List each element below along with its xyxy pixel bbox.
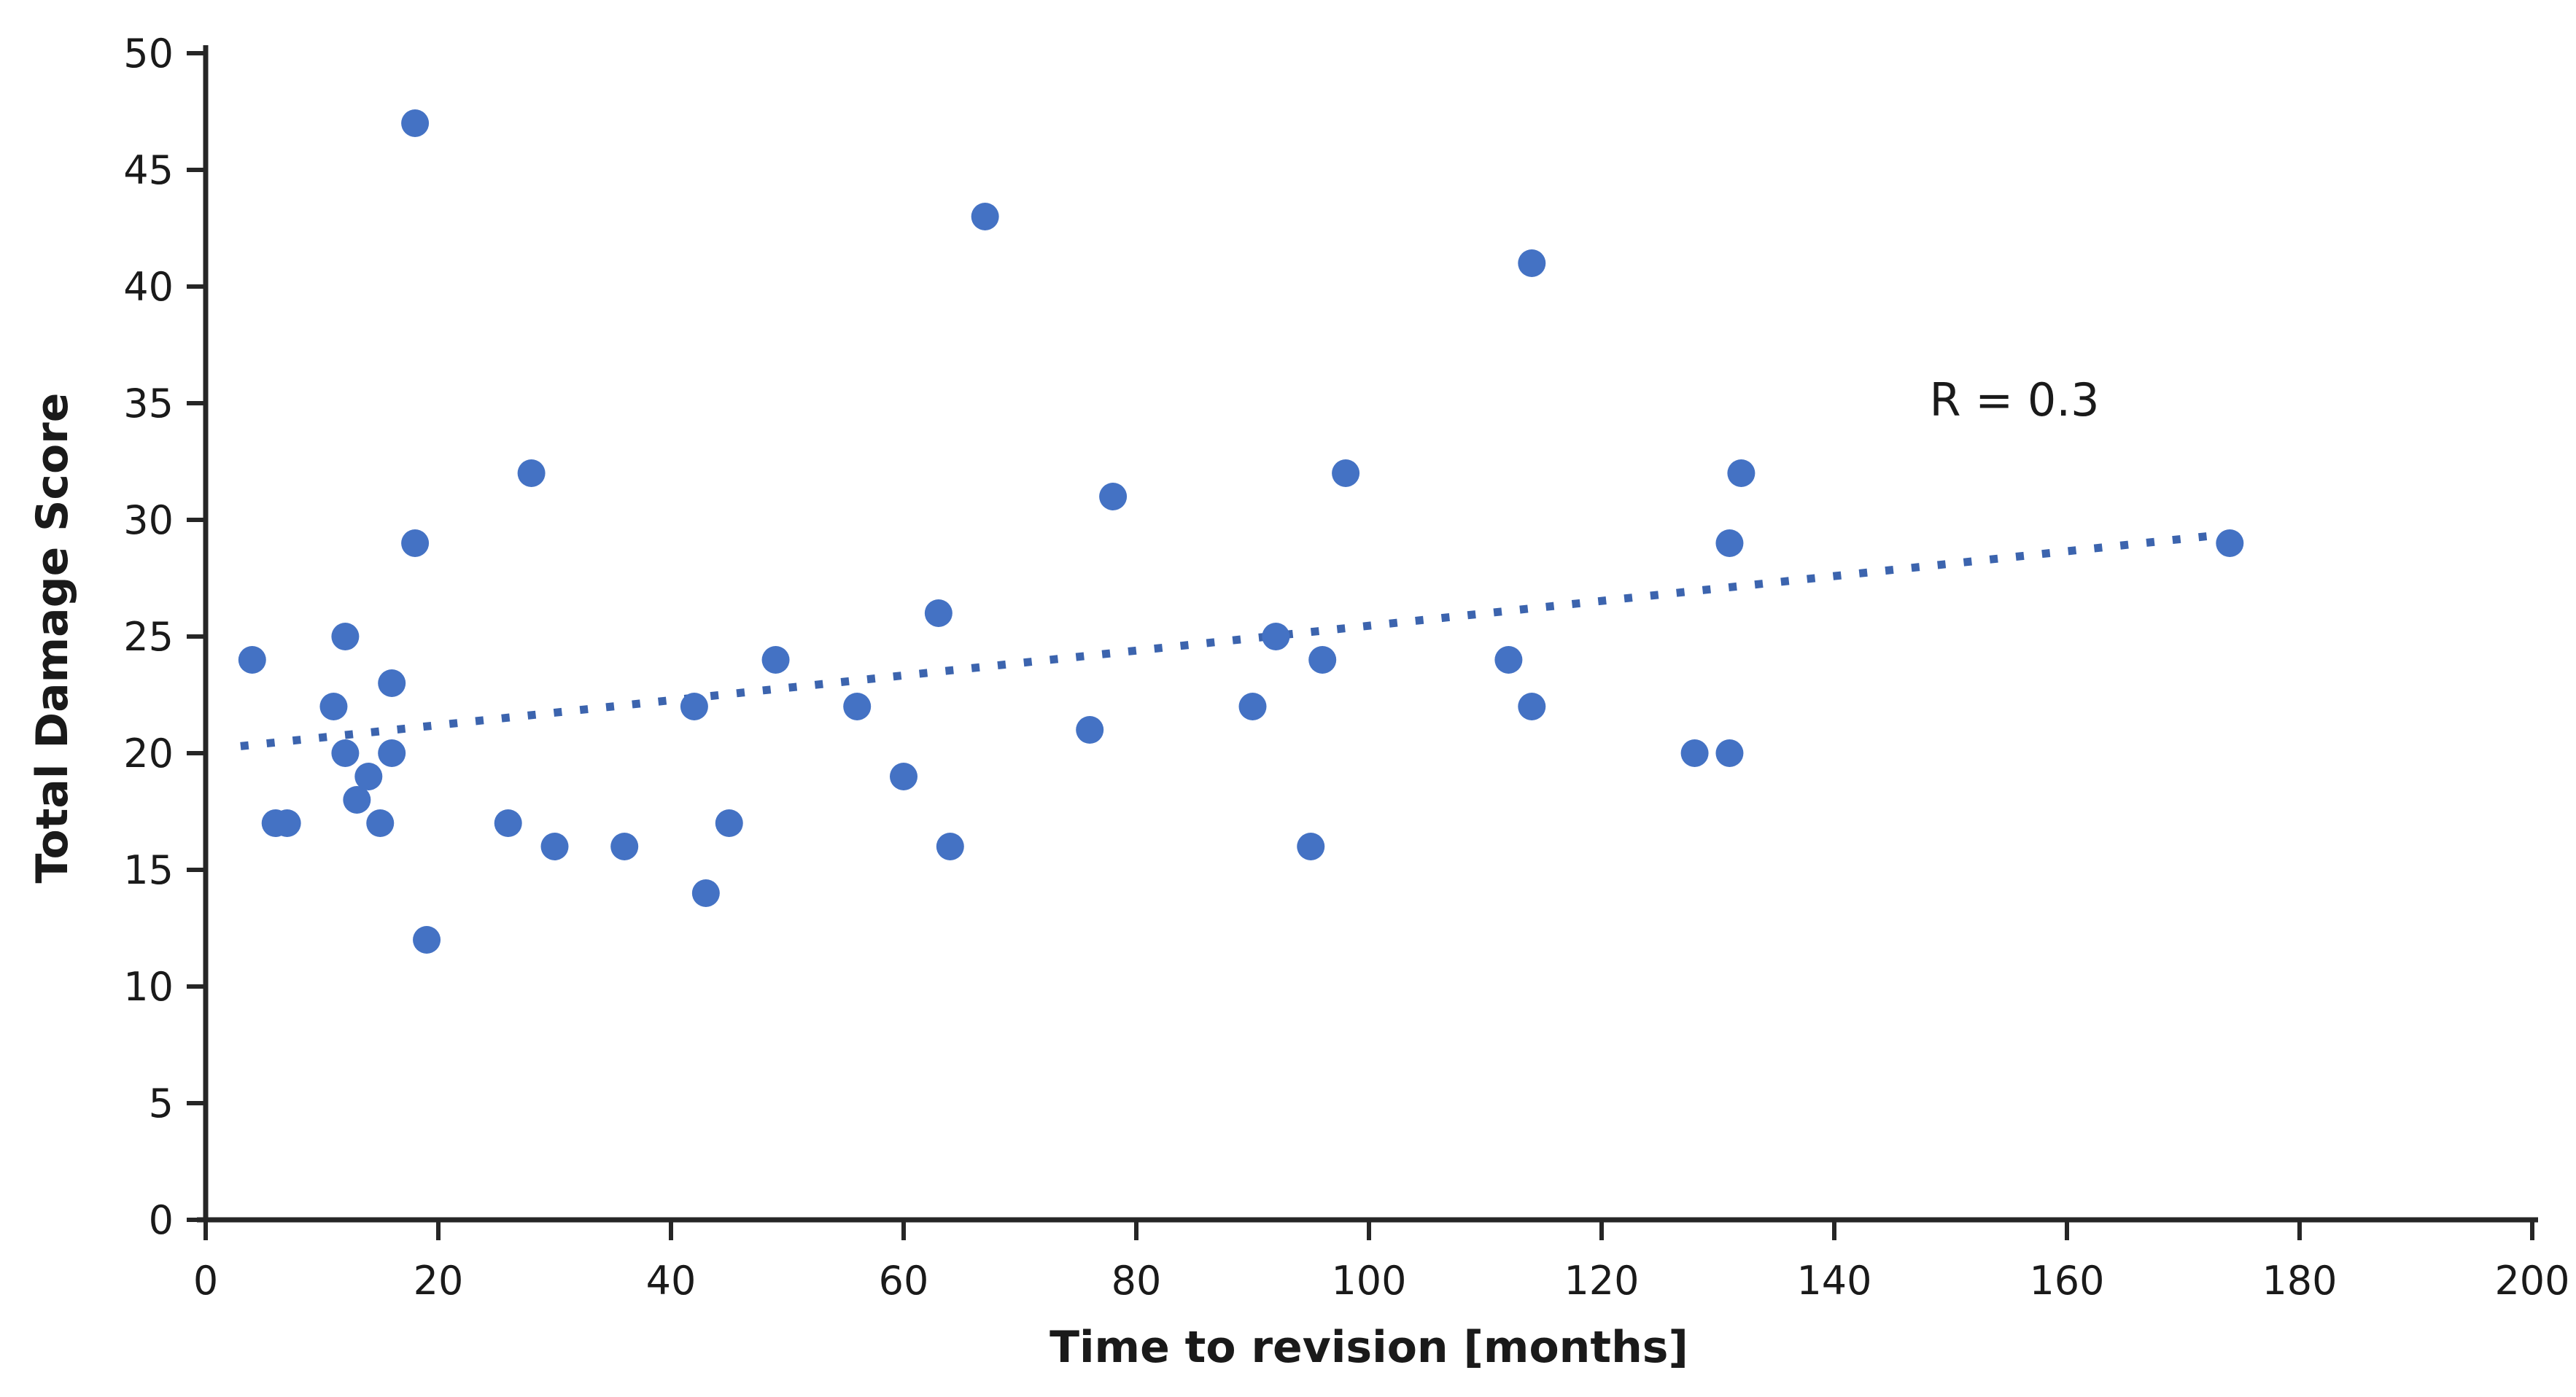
x-tick-label: 160 — [2029, 1258, 2104, 1304]
data-point — [413, 926, 441, 954]
data-point — [401, 109, 430, 137]
x-tick-label: 80 — [1112, 1258, 1162, 1304]
data-point — [378, 669, 406, 697]
data-point — [1715, 529, 1744, 557]
y-tick-label: 10 — [123, 964, 174, 1010]
y-tick-label: 40 — [123, 264, 174, 310]
data-point — [1076, 716, 1104, 744]
y-tick-label: 50 — [123, 31, 174, 77]
data-points — [238, 109, 2244, 954]
x-tick-label: 140 — [1796, 1258, 1871, 1304]
x-axis-title: Time to revision [months] — [1050, 1322, 1688, 1373]
y-tick-label: 45 — [123, 147, 174, 193]
data-point — [540, 833, 569, 860]
data-point — [494, 809, 522, 837]
data-point — [1727, 459, 1756, 487]
data-point — [273, 809, 301, 837]
x-tick-label: 60 — [879, 1258, 929, 1304]
trendline — [240, 529, 2230, 750]
x-tick-label: 180 — [2262, 1258, 2337, 1304]
data-point — [715, 809, 743, 837]
x-tick-label: 0 — [193, 1258, 218, 1304]
x-tick-label: 20 — [414, 1258, 464, 1304]
data-point — [890, 763, 917, 790]
y-tick-label: 15 — [123, 847, 174, 893]
data-point — [366, 809, 395, 837]
data-point — [354, 763, 383, 790]
data-point — [517, 459, 546, 487]
data-point — [691, 879, 720, 907]
data-point — [331, 739, 360, 767]
x-axis-ticks: 0 20 40 60 80 100 120 140 160 180 200 — [193, 1220, 2570, 1304]
data-point — [924, 599, 953, 627]
y-tick-label: 30 — [123, 497, 174, 543]
data-point — [378, 739, 406, 767]
data-point — [1308, 646, 1337, 674]
data-point — [1238, 693, 1267, 720]
y-tick-label: 5 — [149, 1081, 174, 1126]
data-point — [2216, 529, 2244, 557]
data-point — [761, 646, 790, 674]
data-point — [331, 623, 360, 650]
y-tick-label: 35 — [123, 381, 174, 427]
data-point — [1262, 623, 1290, 650]
data-point — [1715, 739, 1744, 767]
data-point — [319, 693, 348, 720]
data-point — [1518, 693, 1546, 720]
data-point — [1099, 483, 1128, 510]
x-tick-label: 120 — [1564, 1258, 1639, 1304]
data-point — [1332, 459, 1360, 487]
y-tick-label: 0 — [149, 1197, 174, 1243]
data-point — [680, 693, 708, 720]
correlation-annotation: R = 0.3 — [1929, 373, 2099, 427]
x-tick-label: 200 — [2494, 1258, 2569, 1304]
x-tick-label: 40 — [646, 1258, 697, 1304]
data-point — [971, 203, 999, 230]
x-tick-label: 100 — [1331, 1258, 1406, 1304]
data-point — [1518, 249, 1546, 277]
y-axis-ticks: 0 5 10 15 20 25 30 35 40 45 50 — [123, 31, 206, 1243]
data-point — [1297, 833, 1325, 860]
y-tick-label: 25 — [123, 614, 174, 660]
data-point — [610, 833, 639, 860]
data-point — [343, 786, 371, 814]
data-point — [843, 693, 872, 720]
data-point — [936, 833, 964, 860]
y-axis-title: Total Damage Score — [27, 393, 78, 884]
data-point — [1680, 739, 1709, 767]
data-point — [401, 529, 430, 557]
data-point — [238, 646, 266, 674]
y-tick-label: 20 — [123, 731, 174, 777]
data-point — [1494, 646, 1523, 674]
